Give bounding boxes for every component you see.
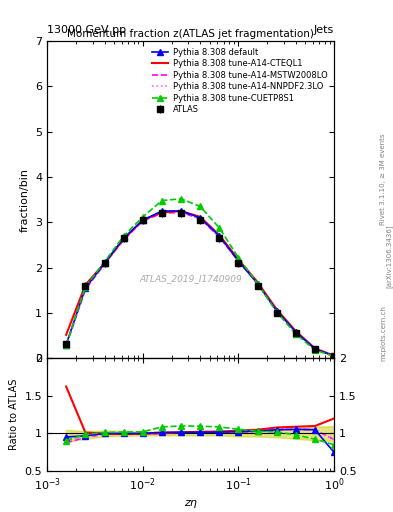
X-axis label: zη: zη [184,498,197,508]
Pythia 8.308 default [217,233,222,239]
Pythia 8.308 tune-CUETP8S1 [198,203,202,209]
Pythia 8.308 tune-A14-CTEQL1 [140,217,145,223]
Pythia 8.308 tune-A14-NNPDF2.3LO [198,215,202,221]
Pythia 8.308 default [236,258,241,264]
Pythia 8.308 tune-A14-CTEQL1 [274,306,279,312]
Pythia 8.308 tune-CUETP8S1 [121,233,126,239]
Pythia 8.308 tune-CUETP8S1 [83,284,88,290]
Pythia 8.308 tune-A14-NNPDF2.3LO [332,353,336,359]
Pythia 8.308 tune-A14-NNPDF2.3LO [102,261,107,267]
Pythia 8.308 tune-A14-NNPDF2.3LO [274,307,279,313]
Pythia 8.308 tune-A14-MSTW2008LO [198,216,202,222]
Pythia 8.308 tune-A14-NNPDF2.3LO [64,343,68,349]
Line: Pythia 8.308 tune-A14-MSTW2008LO: Pythia 8.308 tune-A14-MSTW2008LO [66,212,334,356]
Pythia 8.308 tune-A14-NNPDF2.3LO [83,286,88,292]
Pythia 8.308 tune-A14-MSTW2008LO [179,209,184,216]
Pythia 8.308 tune-A14-NNPDF2.3LO [312,346,317,352]
Pythia 8.308 tune-A14-CTEQL1 [198,214,202,220]
Pythia 8.308 tune-A14-CTEQL1 [160,209,164,216]
Pythia 8.308 tune-A14-NNPDF2.3LO [160,210,164,216]
Pythia 8.308 tune-A14-CTEQL1 [312,346,317,352]
Pythia 8.308 default [102,260,107,266]
Pythia 8.308 default [83,285,88,291]
Pythia 8.308 tune-A14-CTEQL1 [332,353,336,359]
Text: 13000 GeV pp: 13000 GeV pp [47,25,126,35]
Pythia 8.308 tune-A14-MSTW2008LO [255,281,260,287]
Pythia 8.308 tune-A14-MSTW2008LO [140,218,145,224]
Pythia 8.308 tune-CUETP8S1 [255,281,260,287]
Line: Pythia 8.308 tune-CUETP8S1: Pythia 8.308 tune-CUETP8S1 [63,196,337,359]
Pythia 8.308 tune-CUETP8S1 [274,309,279,315]
Pythia 8.308 tune-A14-MSTW2008LO [102,261,107,267]
Pythia 8.308 tune-A14-CTEQL1 [102,260,107,266]
Pythia 8.308 tune-A14-MSTW2008LO [294,329,298,335]
Pythia 8.308 tune-A14-NNPDF2.3LO [217,233,222,240]
Pythia 8.308 tune-CUETP8S1 [179,196,184,202]
Pythia 8.308 tune-A14-CTEQL1 [83,282,88,288]
Pythia 8.308 tune-A14-CTEQL1 [217,232,222,238]
Pythia 8.308 default [294,329,298,335]
Pythia 8.308 default [332,353,336,359]
Pythia 8.308 default [64,342,68,348]
Pythia 8.308 tune-CUETP8S1 [102,259,107,265]
Pythia 8.308 tune-A14-MSTW2008LO [64,343,68,349]
Pythia 8.308 tune-A14-MSTW2008LO [83,286,88,292]
Legend: Pythia 8.308 default, Pythia 8.308 tune-A14-CTEQL1, Pythia 8.308 tune-A14-MSTW20: Pythia 8.308 default, Pythia 8.308 tune-… [149,45,330,117]
Y-axis label: fraction/bin: fraction/bin [20,168,29,232]
Pythia 8.308 tune-A14-CTEQL1 [179,208,184,214]
Pythia 8.308 tune-A14-NNPDF2.3LO [121,236,126,242]
Pythia 8.308 tune-A14-NNPDF2.3LO [236,258,241,264]
Pythia 8.308 tune-A14-MSTW2008LO [274,308,279,314]
Pythia 8.308 tune-CUETP8S1 [236,254,241,261]
Y-axis label: Ratio to ATLAS: Ratio to ATLAS [9,379,19,451]
Text: mcplots.cern.ch: mcplots.cern.ch [380,305,386,361]
Pythia 8.308 tune-CUETP8S1 [140,214,145,220]
Pythia 8.308 tune-A14-CTEQL1 [121,236,126,242]
Pythia 8.308 tune-A14-CTEQL1 [255,279,260,285]
Line: Pythia 8.308 tune-A14-CTEQL1: Pythia 8.308 tune-A14-CTEQL1 [66,211,334,356]
Pythia 8.308 default [121,235,126,241]
Pythia 8.308 tune-A14-NNPDF2.3LO [294,329,298,335]
Pythia 8.308 tune-CUETP8S1 [64,342,68,348]
Pythia 8.308 tune-A14-MSTW2008LO [236,258,241,264]
Pythia 8.308 tune-A14-CTEQL1 [294,328,298,334]
Pythia 8.308 tune-A14-NNPDF2.3LO [255,280,260,286]
Pythia 8.308 default [140,217,145,223]
Pythia 8.308 tune-CUETP8S1 [294,331,298,337]
Line: Pythia 8.308 default: Pythia 8.308 default [63,208,337,359]
Pythia 8.308 tune-A14-CTEQL1 [236,257,241,263]
Text: Rivet 3.1.10, ≥ 3M events: Rivet 3.1.10, ≥ 3M events [380,134,386,225]
Pythia 8.308 default [274,308,279,314]
Pythia 8.308 tune-CUETP8S1 [217,225,222,231]
Pythia 8.308 tune-CUETP8S1 [312,347,317,353]
Pythia 8.308 default [198,215,202,221]
Title: Momentum fraction z(ATLAS jet fragmentation): Momentum fraction z(ATLAS jet fragmentat… [67,29,314,39]
Pythia 8.308 default [312,346,317,352]
Pythia 8.308 tune-A14-MSTW2008LO [160,210,164,217]
Pythia 8.308 tune-A14-NNPDF2.3LO [179,209,184,215]
Pythia 8.308 default [255,281,260,287]
Pythia 8.308 default [160,208,164,214]
Text: [arXiv:1306.3436]: [arXiv:1306.3436] [386,224,393,288]
Line: Pythia 8.308 tune-A14-NNPDF2.3LO: Pythia 8.308 tune-A14-NNPDF2.3LO [66,212,334,356]
Text: Jets: Jets [314,25,334,35]
Pythia 8.308 tune-A14-MSTW2008LO [312,346,317,352]
Pythia 8.308 tune-A14-CTEQL1 [64,332,68,338]
Pythia 8.308 tune-A14-MSTW2008LO [121,237,126,243]
Pythia 8.308 tune-A14-NNPDF2.3LO [140,218,145,224]
Text: ATLAS_2019_I1740909: ATLAS_2019_I1740909 [139,274,242,284]
Pythia 8.308 tune-A14-MSTW2008LO [332,353,336,359]
Pythia 8.308 tune-CUETP8S1 [160,198,164,204]
Pythia 8.308 default [179,208,184,214]
Pythia 8.308 tune-A14-MSTW2008LO [217,234,222,240]
Pythia 8.308 tune-CUETP8S1 [332,353,336,359]
